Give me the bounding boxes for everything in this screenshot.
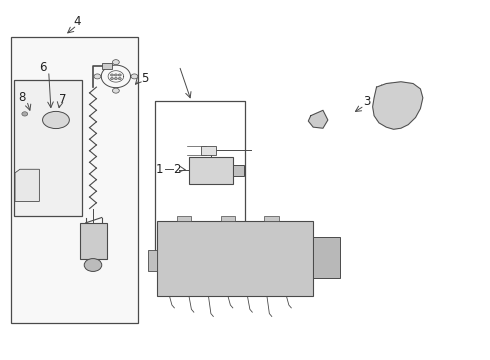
Bar <box>220 216 235 221</box>
Bar <box>11 37 138 323</box>
Bar <box>14 80 82 216</box>
Text: 8: 8 <box>18 91 25 104</box>
Bar <box>177 216 192 221</box>
Text: 7: 7 <box>58 93 66 106</box>
Bar <box>102 63 113 68</box>
Circle shape <box>113 88 119 93</box>
Bar <box>265 216 279 221</box>
Bar <box>147 249 157 271</box>
Text: 1: 1 <box>156 163 164 176</box>
Text: 3: 3 <box>363 95 370 108</box>
Circle shape <box>94 74 101 79</box>
Circle shape <box>131 74 138 79</box>
Text: 5: 5 <box>142 72 149 85</box>
Circle shape <box>118 77 121 80</box>
Bar <box>313 237 340 278</box>
Bar <box>80 223 107 258</box>
Ellipse shape <box>43 111 70 129</box>
Polygon shape <box>308 111 328 128</box>
Polygon shape <box>373 82 423 129</box>
Polygon shape <box>15 169 39 202</box>
Text: 4: 4 <box>73 14 81 27</box>
Circle shape <box>111 77 114 80</box>
Text: 6: 6 <box>39 61 47 74</box>
Circle shape <box>118 74 121 76</box>
Bar <box>201 146 216 155</box>
Text: 2: 2 <box>173 163 180 176</box>
Circle shape <box>22 112 28 116</box>
Circle shape <box>115 77 117 80</box>
Circle shape <box>115 74 117 76</box>
Circle shape <box>84 258 102 271</box>
Bar <box>233 165 244 176</box>
Bar <box>157 221 313 296</box>
Bar <box>189 157 233 184</box>
Circle shape <box>113 60 119 65</box>
Circle shape <box>111 74 114 76</box>
